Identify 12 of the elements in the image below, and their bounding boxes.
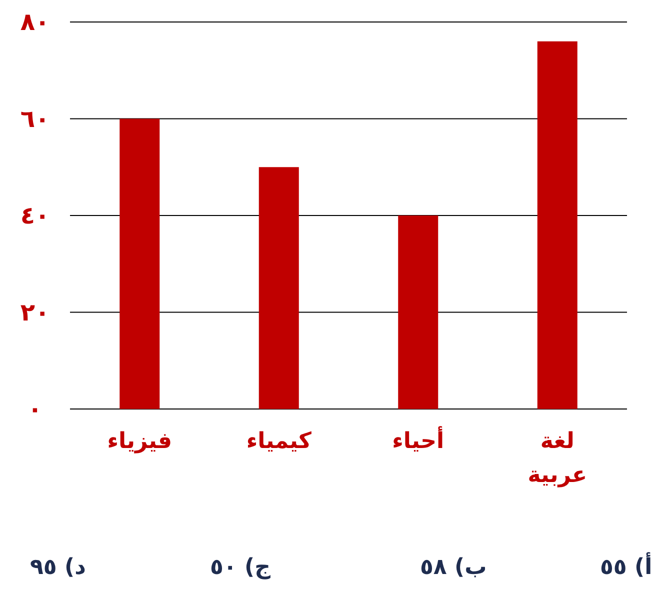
y-tick-label: ٠: [28, 395, 42, 423]
x-tick-label: فيزياء: [106, 428, 174, 456]
text: ب) ٥٨: [420, 555, 487, 580]
y-tick-label: ٦٠: [20, 104, 50, 133]
y-tick-label: ٨٠: [20, 8, 50, 36]
text: د) ٩٥: [30, 555, 86, 580]
y-tick-label: ٢٠: [20, 298, 50, 326]
x-tick-label: أحياء: [391, 425, 446, 456]
y-tick-label: ٤٠: [20, 202, 50, 230]
x-tick-label: لغة عربية: [526, 428, 588, 490]
x-tick-label: كيمياء: [245, 428, 312, 456]
text: ج) ٥٠: [210, 555, 270, 580]
